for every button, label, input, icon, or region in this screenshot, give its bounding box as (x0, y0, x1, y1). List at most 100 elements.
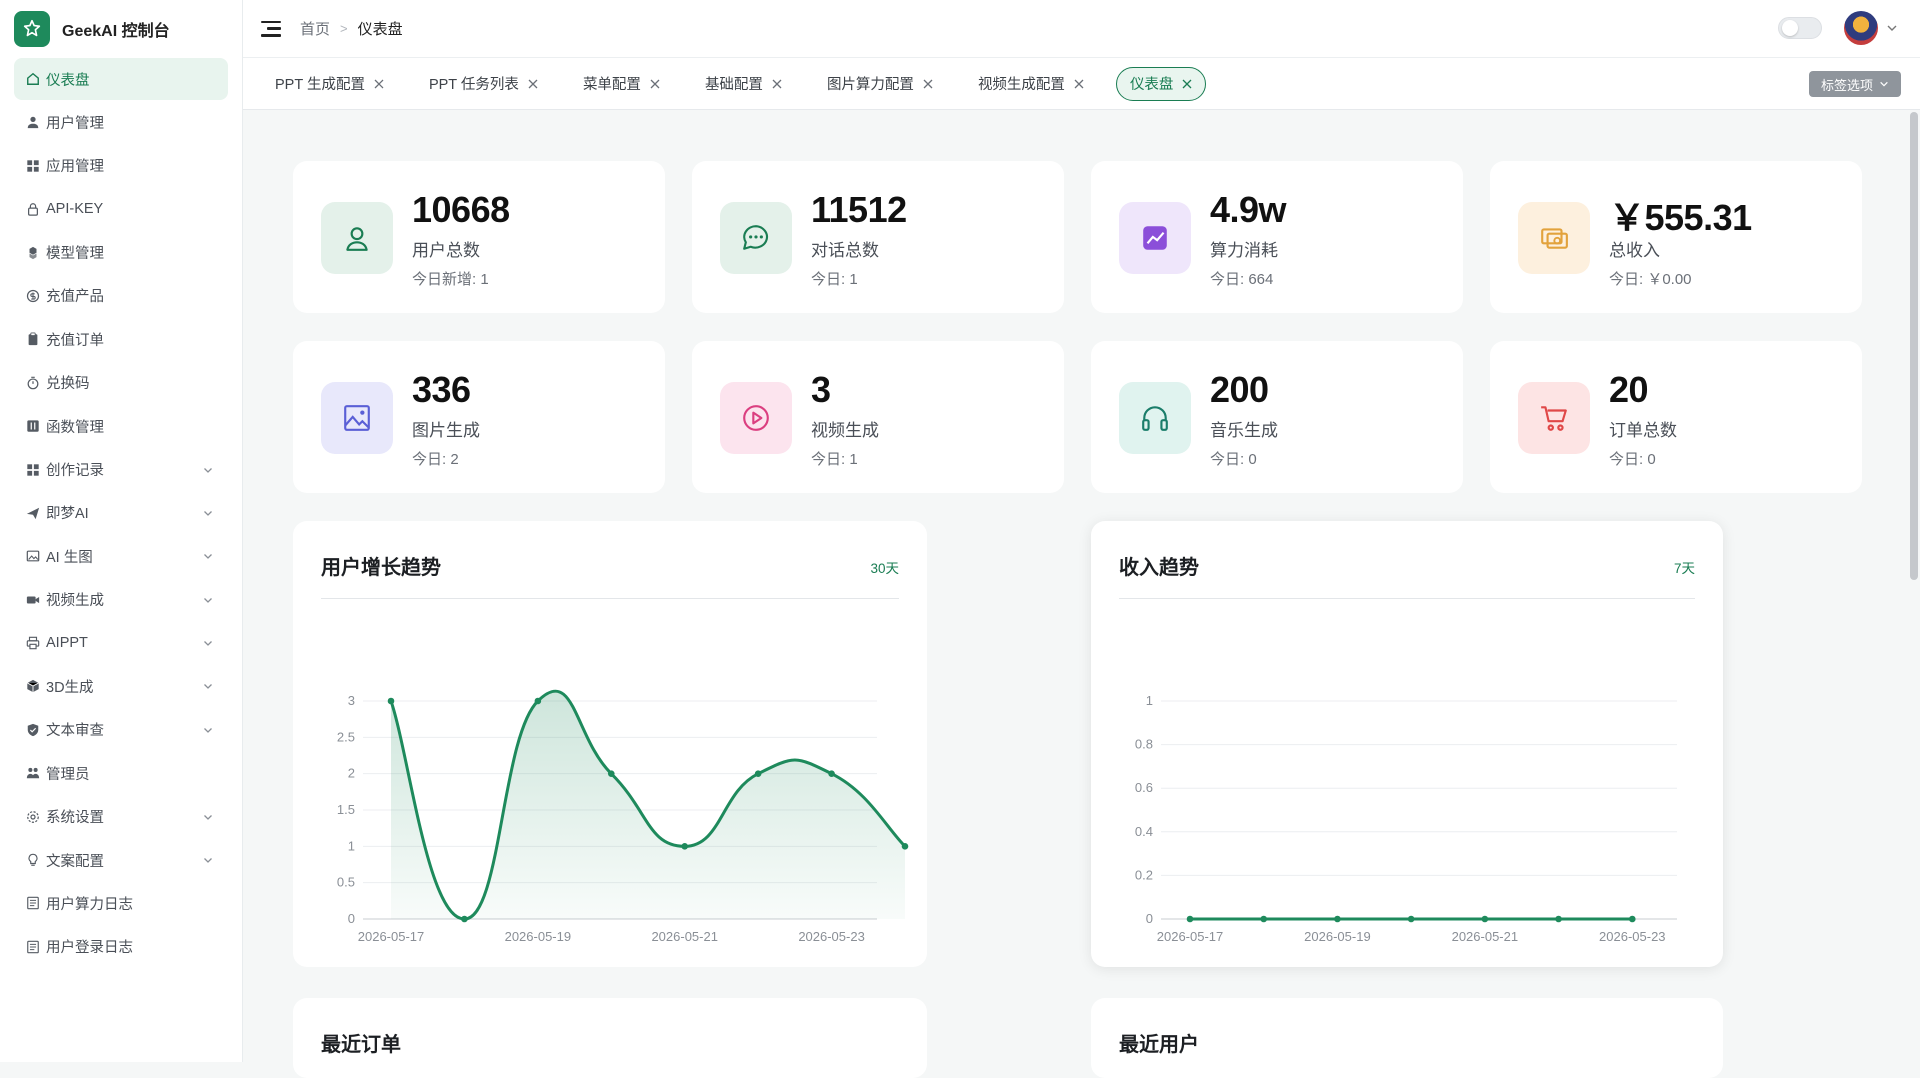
tab[interactable]: 图片算力配置 (814, 67, 946, 101)
theme-toggle[interactable] (1778, 17, 1822, 39)
sidebar-item[interactable]: 文本审查 (14, 709, 228, 751)
sidebar-item[interactable]: 兑换码 (14, 362, 228, 404)
panel-title: 最近用户 (1119, 1028, 1199, 1057)
data-point (1334, 916, 1341, 923)
stat-label: 音乐生成 (1210, 416, 1278, 441)
chevron-down-icon (202, 550, 214, 562)
y-tick-label: 3 (348, 693, 355, 708)
sidebar-item[interactable]: 用户登录日志 (14, 926, 228, 968)
sidebar-item[interactable]: 应用管理 (14, 145, 228, 187)
sidebar-item[interactable]: 即梦AI (14, 492, 228, 534)
data-point (902, 843, 909, 850)
tab-label: PPT 生成配置 (275, 73, 365, 94)
stat-value: 10668 (412, 189, 510, 231)
stat-sub: 今日新增: 1 (412, 268, 489, 289)
sidebar-item[interactable]: AI 生图 (14, 535, 228, 577)
close-icon[interactable] (374, 79, 384, 89)
money-icon (1518, 202, 1590, 274)
breadcrumb-home[interactable]: 首页 (300, 18, 330, 39)
y-tick-label: 0 (1146, 911, 1153, 926)
chevron-down-icon (202, 680, 214, 692)
sidebar-item[interactable]: 模型管理 (14, 232, 228, 274)
collapse-menu-icon[interactable] (261, 21, 281, 37)
sidebar-item[interactable]: 用户算力日志 (14, 882, 228, 924)
bulb-icon (26, 853, 40, 867)
tab[interactable]: PPT 生成配置 (262, 67, 397, 101)
sidebar-item[interactable]: 充值产品 (14, 275, 228, 317)
sidebar-item[interactable]: 仪表盘 (14, 58, 228, 100)
chevron-down-icon[interactable] (1886, 22, 1898, 34)
scrollbar[interactable] (1910, 112, 1918, 580)
sidebar-item-label: 用户算力日志 (46, 893, 133, 914)
sidebar-item-label: 兑换码 (46, 372, 90, 393)
sidebar-item[interactable]: 3D生成 (14, 665, 228, 707)
tab-label: 菜单配置 (583, 73, 641, 94)
tab[interactable]: 仪表盘 (1116, 67, 1207, 101)
sidebar-item[interactable]: 文案配置 (14, 839, 228, 881)
close-icon[interactable] (1182, 79, 1192, 89)
data-point (535, 698, 542, 705)
sidebar-item[interactable]: API-KEY (14, 188, 228, 230)
gear-icon (26, 810, 40, 824)
x-tick-label: 2026-05-17 (1157, 929, 1224, 944)
close-icon[interactable] (528, 79, 538, 89)
stat-card: 200 音乐生成今日: 0 (1091, 341, 1463, 493)
sidebar-item-label: 充值订单 (46, 329, 104, 350)
sidebar-item[interactable]: 用户管理 (14, 101, 228, 143)
tab[interactable]: PPT 任务列表 (416, 67, 551, 101)
grid-icon (26, 159, 40, 173)
y-tick-label: 0.2 (1135, 867, 1153, 882)
data-point (1187, 916, 1194, 923)
stat-sub: 今日: 0 (1210, 448, 1257, 469)
plane-icon (26, 506, 40, 520)
panel-title: 最近订单 (321, 1028, 401, 1057)
sidebar-item-label: AIPPT (46, 635, 88, 651)
close-icon[interactable] (650, 79, 660, 89)
play-icon (720, 382, 792, 454)
recent-users-panel: 最近用户 (1091, 998, 1723, 1078)
sidebar-item[interactable]: 视频生成 (14, 579, 228, 621)
tab[interactable]: 基础配置 (692, 67, 795, 101)
chat-icon (720, 202, 792, 274)
avatar[interactable] (1844, 11, 1878, 45)
close-icon[interactable] (1074, 79, 1084, 89)
y-tick-label: 2 (348, 766, 355, 781)
sidebar-item-label: 充值产品 (46, 285, 104, 306)
sidebar-item[interactable]: AIPPT (14, 622, 228, 664)
sidebar-item-label: 3D生成 (46, 676, 94, 697)
x-tick-label: 2026-05-23 (798, 929, 865, 944)
top-header: 首页 > 仪表盘 (243, 0, 1920, 58)
sidebar-item[interactable]: 系统设置 (14, 796, 228, 838)
breadcrumb: 首页 > 仪表盘 (300, 18, 403, 39)
sidebar-item[interactable]: 函数管理 (14, 405, 228, 447)
stat-sub: 今日: 1 (811, 268, 858, 289)
tab[interactable]: 视频生成配置 (965, 67, 1097, 101)
sidebar-item-label: 文案配置 (46, 850, 104, 871)
recent-orders-panel: 最近订单 (293, 998, 927, 1078)
sidebar-item-label: 即梦AI (46, 502, 89, 523)
coin-icon (26, 289, 40, 303)
x-tick-label: 2026-05-21 (651, 929, 718, 944)
lock-icon (26, 202, 40, 216)
stat-value: 3 (811, 369, 831, 411)
data-point (1482, 916, 1489, 923)
sidebar-item[interactable]: 管理员 (14, 752, 228, 794)
stat-value: 200 (1210, 369, 1269, 411)
sidebar-item-label: 用户管理 (46, 112, 104, 133)
stat-label: 视频生成 (811, 416, 879, 441)
close-icon[interactable] (923, 79, 933, 89)
tab[interactable]: 菜单配置 (570, 67, 673, 101)
data-point (755, 770, 762, 777)
sidebar-item[interactable]: 充值订单 (14, 318, 228, 360)
close-icon[interactable] (772, 79, 782, 89)
brand[interactable]: GeekAI 控制台 (0, 0, 242, 58)
y-tick-label: 0.6 (1135, 780, 1153, 795)
user-icon (26, 115, 40, 129)
tab-options-button[interactable]: 标签选项 (1809, 71, 1901, 97)
sidebar-item[interactable]: 创作记录 (14, 449, 228, 491)
sidebar-item-label: 创作记录 (46, 459, 104, 480)
